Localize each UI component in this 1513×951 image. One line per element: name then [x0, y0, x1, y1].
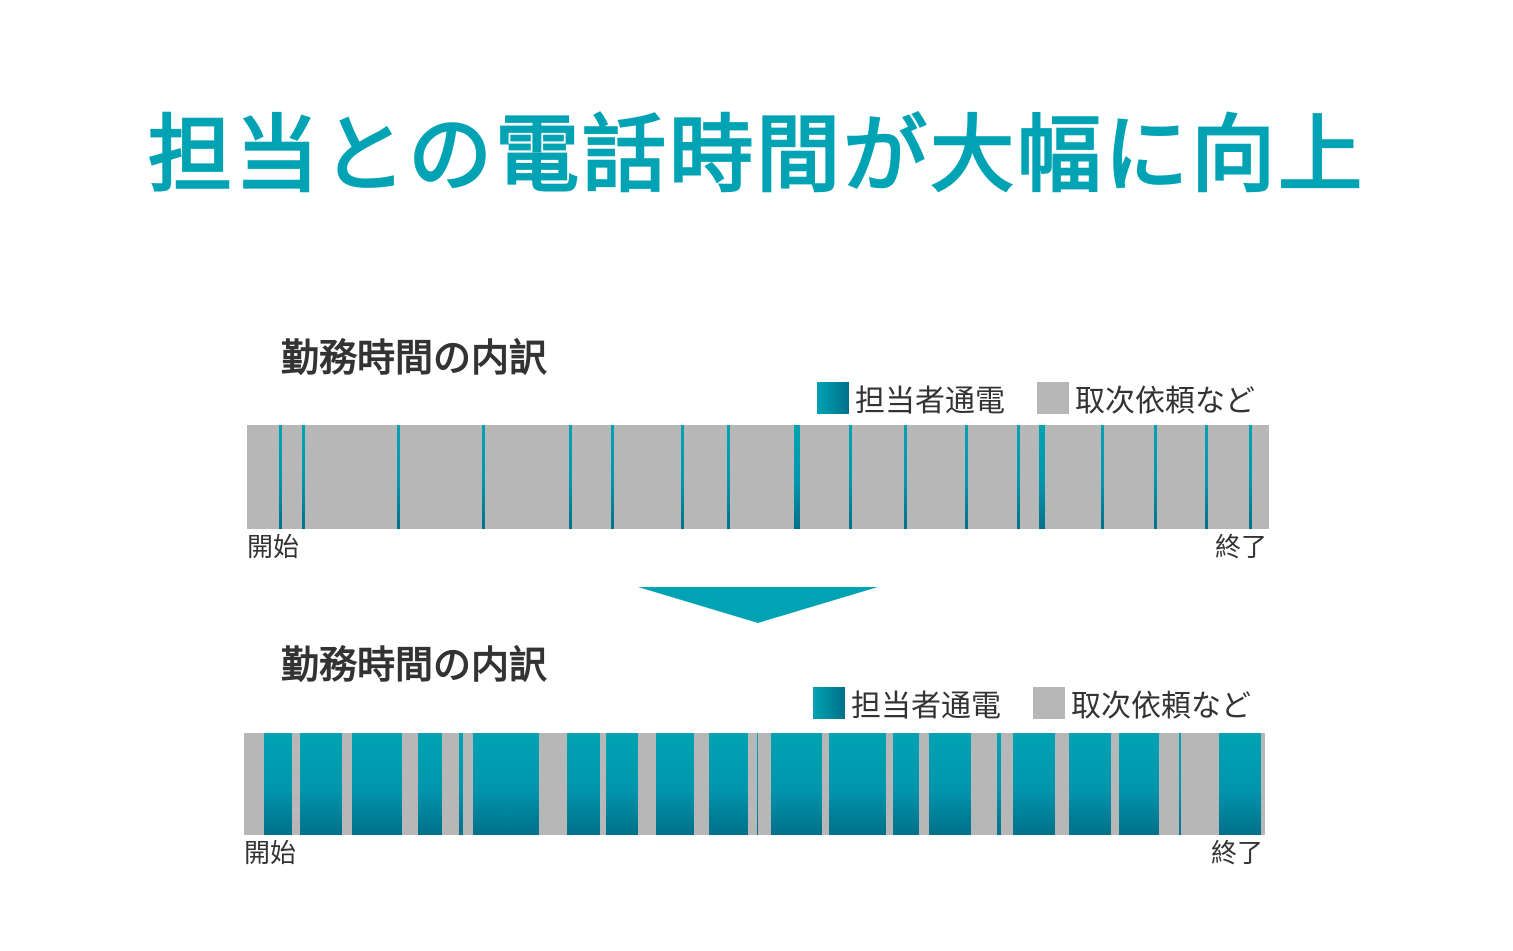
before-end-label: 終了 [1215, 533, 1268, 563]
call-segment [417, 733, 442, 835]
call-segment [964, 425, 968, 529]
before-section-title: 勤務時間の内訳 [281, 336, 548, 380]
after-timeline-bar [244, 733, 1265, 835]
call-segment [1013, 733, 1056, 835]
call-segment [264, 733, 292, 835]
call-legend-label: 担当者通電 [851, 689, 1001, 724]
call-segment [1154, 425, 1157, 529]
call-segment [1248, 425, 1252, 529]
call-segment [472, 733, 539, 835]
call-segment [756, 733, 759, 835]
call-segment [655, 733, 694, 835]
call-segment [566, 733, 600, 835]
call-segment [1069, 733, 1112, 835]
after-start-label: 開始 [244, 839, 297, 869]
call-segment [569, 425, 572, 529]
call-segment [848, 425, 852, 529]
before-legend: 担当者通電 取次依頼など [817, 378, 1255, 419]
call-segment [1119, 733, 1160, 835]
call-segment [793, 425, 800, 529]
call-segment [997, 733, 1002, 835]
after-section-title: 勤務時間の内訳 [281, 643, 548, 687]
call-segment [605, 733, 638, 835]
call-segment [458, 733, 463, 835]
other-legend-swatch [1037, 382, 1069, 414]
call-segment [770, 733, 823, 835]
call-segment [1038, 425, 1045, 529]
call-legend-swatch [813, 687, 845, 719]
page-headline: 担当との電話時間が大幅に向上 [147, 106, 1366, 204]
call-segment [397, 425, 400, 529]
call-segment [929, 733, 972, 835]
call-segment [1205, 425, 1208, 529]
call-segment [611, 425, 614, 529]
call-segment [681, 425, 684, 529]
other-legend-swatch [1033, 687, 1065, 719]
after-end-label: 終了 [1211, 839, 1264, 869]
call-segment [708, 733, 749, 835]
call-segment [893, 733, 920, 835]
call-segment [903, 425, 907, 529]
down-arrow-icon [638, 587, 878, 623]
call-segment [300, 733, 342, 835]
call-legend-label: 担当者通電 [855, 384, 1005, 419]
call-segment [1016, 425, 1020, 529]
call-segment [351, 733, 402, 835]
call-segment [1100, 425, 1104, 529]
other-legend-label: 取次依頼など [1071, 689, 1251, 724]
after-legend: 担当者通電 取次依頼など [813, 683, 1251, 724]
call-segment [278, 425, 282, 529]
call-segment [482, 425, 485, 529]
call-legend-swatch [817, 382, 849, 414]
call-segment [301, 425, 305, 529]
call-segment [727, 425, 730, 529]
other-legend-label: 取次依頼など [1075, 384, 1255, 419]
call-segment [1179, 733, 1182, 835]
before-timeline-bar [247, 425, 1269, 529]
call-segment [1219, 733, 1261, 835]
call-segment [829, 733, 887, 835]
before-start-label: 開始 [247, 533, 300, 563]
